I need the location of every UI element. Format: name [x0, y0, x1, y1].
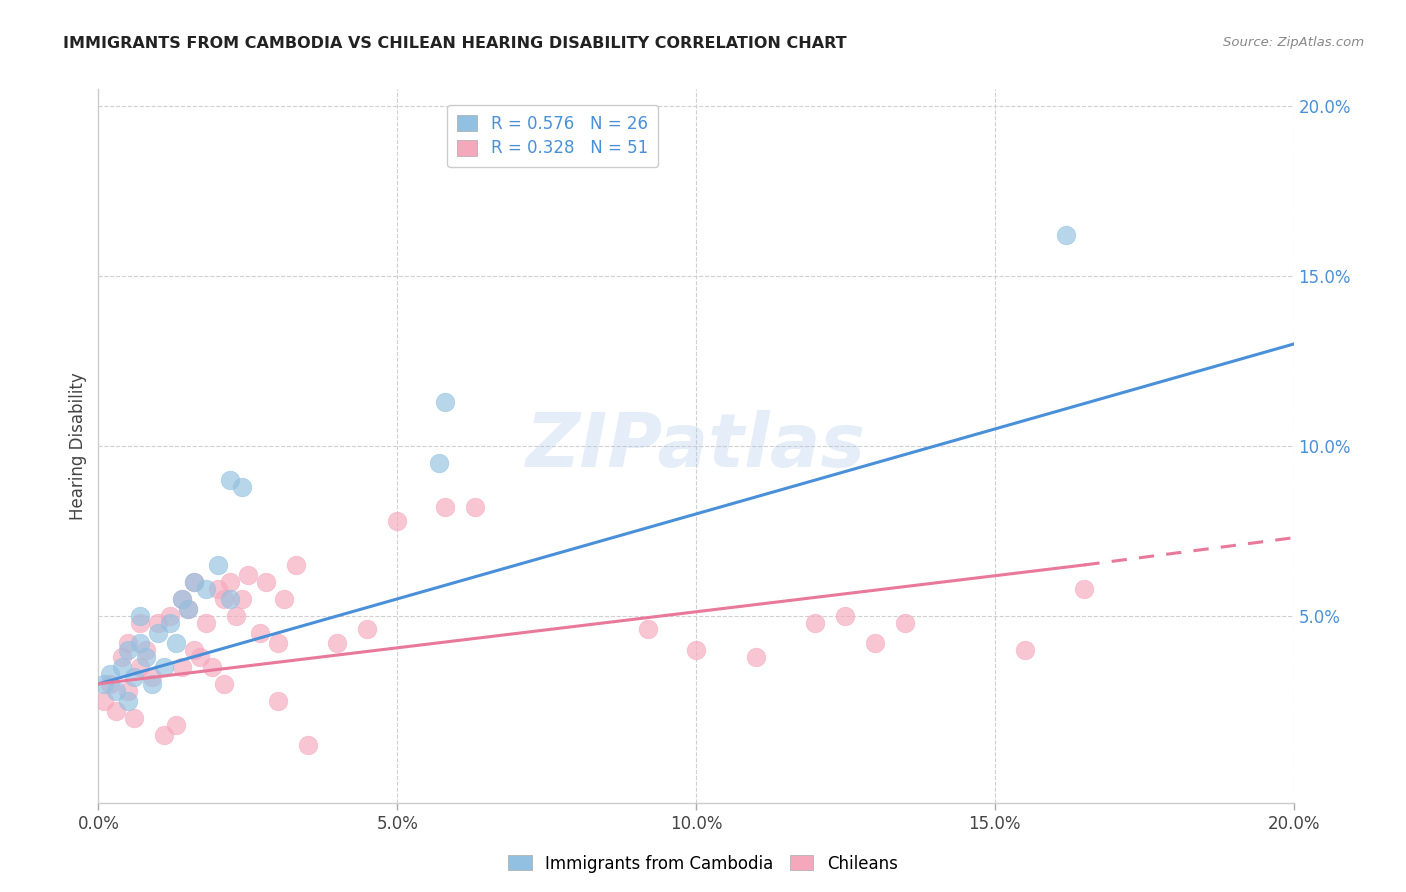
Text: IMMIGRANTS FROM CAMBODIA VS CHILEAN HEARING DISABILITY CORRELATION CHART: IMMIGRANTS FROM CAMBODIA VS CHILEAN HEAR… — [63, 36, 846, 51]
Point — [172, 591, 194, 606]
Point — [117, 643, 139, 657]
Point — [434, 500, 457, 515]
Point — [356, 623, 378, 637]
Point — [894, 615, 917, 630]
Point — [219, 574, 242, 589]
Point — [141, 670, 163, 684]
Point — [804, 615, 827, 630]
Point — [100, 666, 122, 681]
Point — [117, 683, 139, 698]
Point — [326, 636, 349, 650]
Point — [188, 649, 211, 664]
Point — [236, 568, 259, 582]
Point — [267, 636, 290, 650]
Point — [231, 591, 253, 606]
Point — [284, 558, 307, 572]
Point — [93, 677, 115, 691]
Point — [219, 591, 242, 606]
Point — [153, 728, 176, 742]
Point — [100, 677, 122, 691]
Point — [385, 514, 409, 528]
Point — [172, 591, 194, 606]
Point — [177, 602, 200, 616]
Point — [195, 615, 218, 630]
Point — [117, 636, 139, 650]
Point — [129, 660, 152, 674]
Legend: Immigrants from Cambodia, Chileans: Immigrants from Cambodia, Chileans — [502, 848, 904, 880]
Point — [183, 643, 205, 657]
Point — [207, 558, 229, 572]
Point — [195, 582, 218, 596]
Point — [183, 574, 205, 589]
Point — [124, 670, 146, 684]
Legend: R = 0.576   N = 26, R = 0.328   N = 51: R = 0.576 N = 26, R = 0.328 N = 51 — [447, 104, 658, 168]
Point — [153, 660, 176, 674]
Y-axis label: Hearing Disability: Hearing Disability — [69, 372, 87, 520]
Point — [172, 660, 194, 674]
Point — [464, 500, 486, 515]
Point — [1014, 643, 1036, 657]
Point — [165, 717, 187, 731]
Point — [297, 738, 319, 752]
Point — [212, 591, 235, 606]
Point — [135, 643, 157, 657]
Point — [225, 608, 247, 623]
Point — [249, 626, 271, 640]
Point — [129, 615, 152, 630]
Point — [637, 623, 659, 637]
Point — [865, 636, 887, 650]
Point — [111, 660, 134, 674]
Point — [273, 591, 295, 606]
Text: ZIPatlas: ZIPatlas — [526, 409, 866, 483]
Point — [148, 626, 170, 640]
Point — [201, 660, 224, 674]
Point — [1073, 582, 1095, 596]
Point — [105, 704, 128, 718]
Point — [124, 711, 146, 725]
Point — [212, 677, 235, 691]
Point — [1054, 228, 1078, 243]
Point — [427, 456, 450, 470]
Point — [111, 649, 134, 664]
Point — [129, 608, 152, 623]
Point — [177, 602, 200, 616]
Point — [159, 608, 181, 623]
Point — [135, 649, 157, 664]
Point — [254, 574, 277, 589]
Point — [207, 582, 229, 596]
Point — [105, 683, 128, 698]
Point — [129, 636, 152, 650]
Point — [685, 643, 707, 657]
Point — [434, 394, 457, 409]
Point — [117, 694, 139, 708]
Point — [159, 615, 181, 630]
Point — [834, 608, 856, 623]
Point — [141, 677, 163, 691]
Point — [183, 574, 205, 589]
Point — [231, 480, 253, 494]
Point — [267, 694, 290, 708]
Point — [148, 615, 170, 630]
Point — [745, 649, 768, 664]
Point — [165, 636, 187, 650]
Point — [219, 473, 242, 487]
Text: Source: ZipAtlas.com: Source: ZipAtlas.com — [1223, 36, 1364, 49]
Point — [93, 694, 115, 708]
